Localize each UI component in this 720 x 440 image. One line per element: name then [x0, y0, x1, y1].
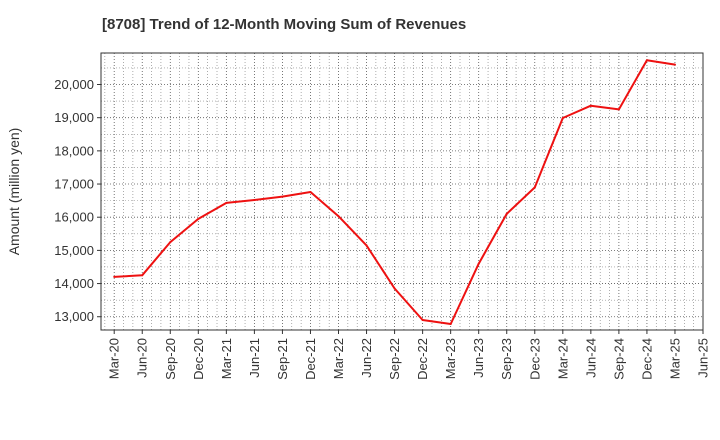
- y-axis-ticks: 13,000 14,000 15,000 16,000 17,000 18,000 19,0…: [54, 77, 101, 324]
- data-point: [309, 190, 312, 193]
- x-tick-label: Sep-22: [387, 338, 402, 380]
- x-tick-label: Sep-23: [499, 338, 514, 380]
- x-axis-ticks: Mar-20 Jun-20 Sep-20 Dec-20 Mar-21 Jun-21 Sep-…: [107, 330, 711, 380]
- data-point: [337, 215, 340, 218]
- y-tick-label: 19,000: [54, 110, 94, 125]
- x-tick-label: Mar-22: [331, 338, 346, 379]
- data-point: [673, 63, 676, 66]
- x-tick-label: Jun-24: [583, 338, 598, 378]
- x-tick-label: Mar-24: [555, 338, 570, 379]
- data-point: [589, 104, 592, 107]
- data-point: [253, 198, 256, 201]
- data-point: [561, 117, 564, 120]
- series: [113, 59, 676, 326]
- data-point: [225, 201, 228, 204]
- data-point: [281, 195, 284, 198]
- data-point: [449, 323, 452, 326]
- x-tick-label: Jun-21: [247, 338, 262, 378]
- x-tick-label: Mar-23: [443, 338, 458, 379]
- data-point: [645, 59, 648, 62]
- x-tick-label: Mar-20: [107, 338, 122, 379]
- y-tick-label: 17,000: [54, 177, 94, 192]
- data-point: [477, 262, 480, 265]
- y-tick-label: 13,000: [54, 309, 94, 324]
- x-tick-label: Dec-21: [303, 338, 318, 380]
- x-tick-label: Mar-25: [667, 338, 682, 379]
- x-tick-label: Sep-24: [611, 338, 626, 380]
- data-point: [393, 287, 396, 290]
- x-tick-label: Jun-20: [135, 338, 150, 378]
- x-tick-label: Dec-20: [191, 338, 206, 380]
- x-tick-label: Jun-22: [359, 338, 374, 378]
- data-point: [617, 108, 620, 111]
- y-tick-label: 20,000: [54, 77, 94, 92]
- chart-title: [8708] Trend of 12-Month Moving Sum of R…: [102, 16, 467, 33]
- x-tick-label: Sep-20: [163, 338, 178, 380]
- data-point: [533, 186, 536, 189]
- grid: [101, 53, 704, 330]
- x-tick-label: Jun-25: [696, 338, 711, 378]
- y-tick-label: 14,000: [54, 276, 94, 291]
- data-point: [505, 212, 508, 215]
- x-tick-label: Jun-23: [471, 338, 486, 378]
- y-axis-label: Amount (million yen): [6, 128, 22, 256]
- x-tick-label: Dec-23: [527, 338, 542, 380]
- x-tick-label: Dec-22: [415, 338, 430, 380]
- y-tick-label: 15,000: [54, 243, 94, 258]
- data-point: [197, 217, 200, 220]
- data-point: [141, 274, 144, 277]
- x-tick-label: Dec-24: [639, 338, 654, 380]
- y-tick-label: 18,000: [54, 143, 94, 158]
- data-point: [113, 275, 116, 278]
- data-point: [169, 241, 172, 244]
- x-tick-label: Sep-21: [275, 338, 290, 380]
- x-tick-label: Mar-21: [219, 338, 234, 379]
- data-point: [365, 244, 368, 247]
- plot-area: [100, 52, 704, 331]
- y-tick-label: 16,000: [54, 210, 94, 225]
- data-point: [421, 319, 424, 322]
